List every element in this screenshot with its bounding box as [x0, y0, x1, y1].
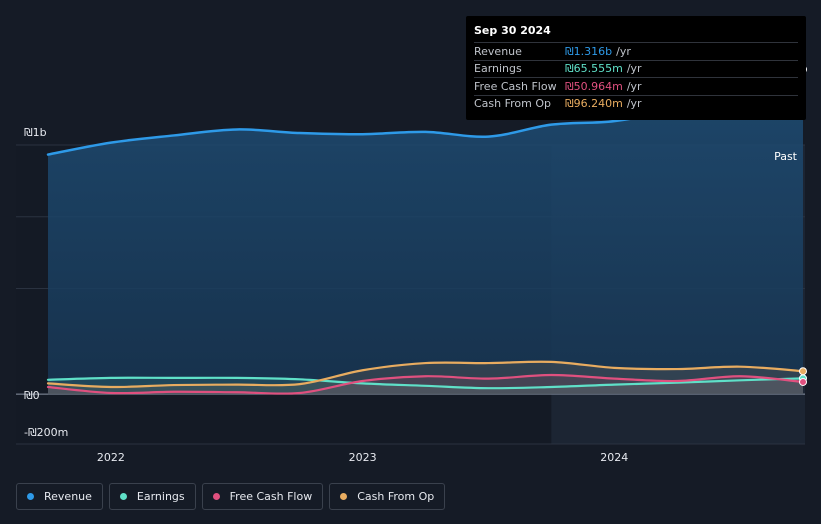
legend-label: Cash From Op	[357, 490, 435, 503]
cash-from-op-end-point	[799, 367, 807, 376]
tooltip-unit: /yr	[626, 97, 642, 111]
legend-item-free-cash-flow[interactable]: Free Cash Flow	[201, 483, 324, 510]
legend-label: Revenue	[44, 490, 92, 503]
free-cash-flow-end-point	[799, 377, 807, 386]
tooltip-value: ₪65.555m	[565, 62, 623, 76]
legend-label: Earnings	[136, 490, 185, 503]
tooltip-row-cash-from-op: Cash From Op ₪96.240m/yr	[474, 94, 798, 113]
tooltip-unit: /yr	[626, 79, 642, 93]
legend-dot-icon	[212, 493, 220, 500]
y-tick-label: -₪200m	[24, 426, 68, 439]
tooltip-row-revenue: Revenue ₪1.316b/yr	[474, 42, 798, 60]
earnings-line	[46, 376, 805, 390]
legend-item-earnings[interactable]: Earnings	[108, 483, 196, 510]
legend-dot-icon	[340, 493, 348, 500]
tooltip-value: ₪96.240m	[565, 97, 623, 111]
tooltip-date: Sep 30 2024	[474, 24, 551, 37]
tooltip-unit: /yr	[616, 44, 631, 58]
tooltip-row-earnings: Earnings ₪65.555m/yr	[474, 59, 798, 78]
x-tick-label: 2024	[600, 451, 628, 464]
tooltip-value: ₪50.964m	[565, 79, 623, 93]
tooltip-row-free-cash-flow: Free Cash Flow ₪50.964m/yr	[474, 77, 798, 95]
x-tick-label: 2023	[349, 451, 377, 464]
legend-item-revenue[interactable]: Revenue	[16, 483, 103, 510]
tooltip-value: ₪1.316b	[565, 44, 613, 58]
revenue-area	[48, 69, 803, 395]
legend-dot-icon	[119, 493, 127, 500]
legend: Revenue Earnings Free Cash Flow Cash From O…	[16, 483, 446, 510]
free-cash-flow-line	[46, 373, 805, 395]
tooltip-unit: /yr	[626, 62, 642, 76]
past-label: Past	[774, 150, 798, 163]
y-tick-label: ₪0	[24, 389, 40, 402]
tooltip-label: Free Cash Flow	[474, 79, 557, 93]
legend-item-cash-from-op[interactable]: Cash From Op	[329, 483, 446, 510]
tooltip-label: Cash From Op	[474, 97, 552, 111]
cash-from-op-line	[46, 360, 805, 389]
data-tooltip: Sep 30 2024 Revenue ₪1.316b/yr Earnings ₪65…	[466, 16, 806, 120]
tooltip-label: Earnings	[474, 62, 522, 76]
cash-from-op-area	[48, 361, 803, 395]
legend-dot-icon	[27, 493, 34, 500]
legend-label: Free Cash Flow	[229, 490, 313, 503]
tooltip-label: Revenue	[474, 44, 522, 58]
x-tick-label: 2022	[97, 451, 125, 464]
y-tick-label: ₪1b	[24, 126, 47, 139]
free-cash-flow-area	[48, 375, 803, 395]
